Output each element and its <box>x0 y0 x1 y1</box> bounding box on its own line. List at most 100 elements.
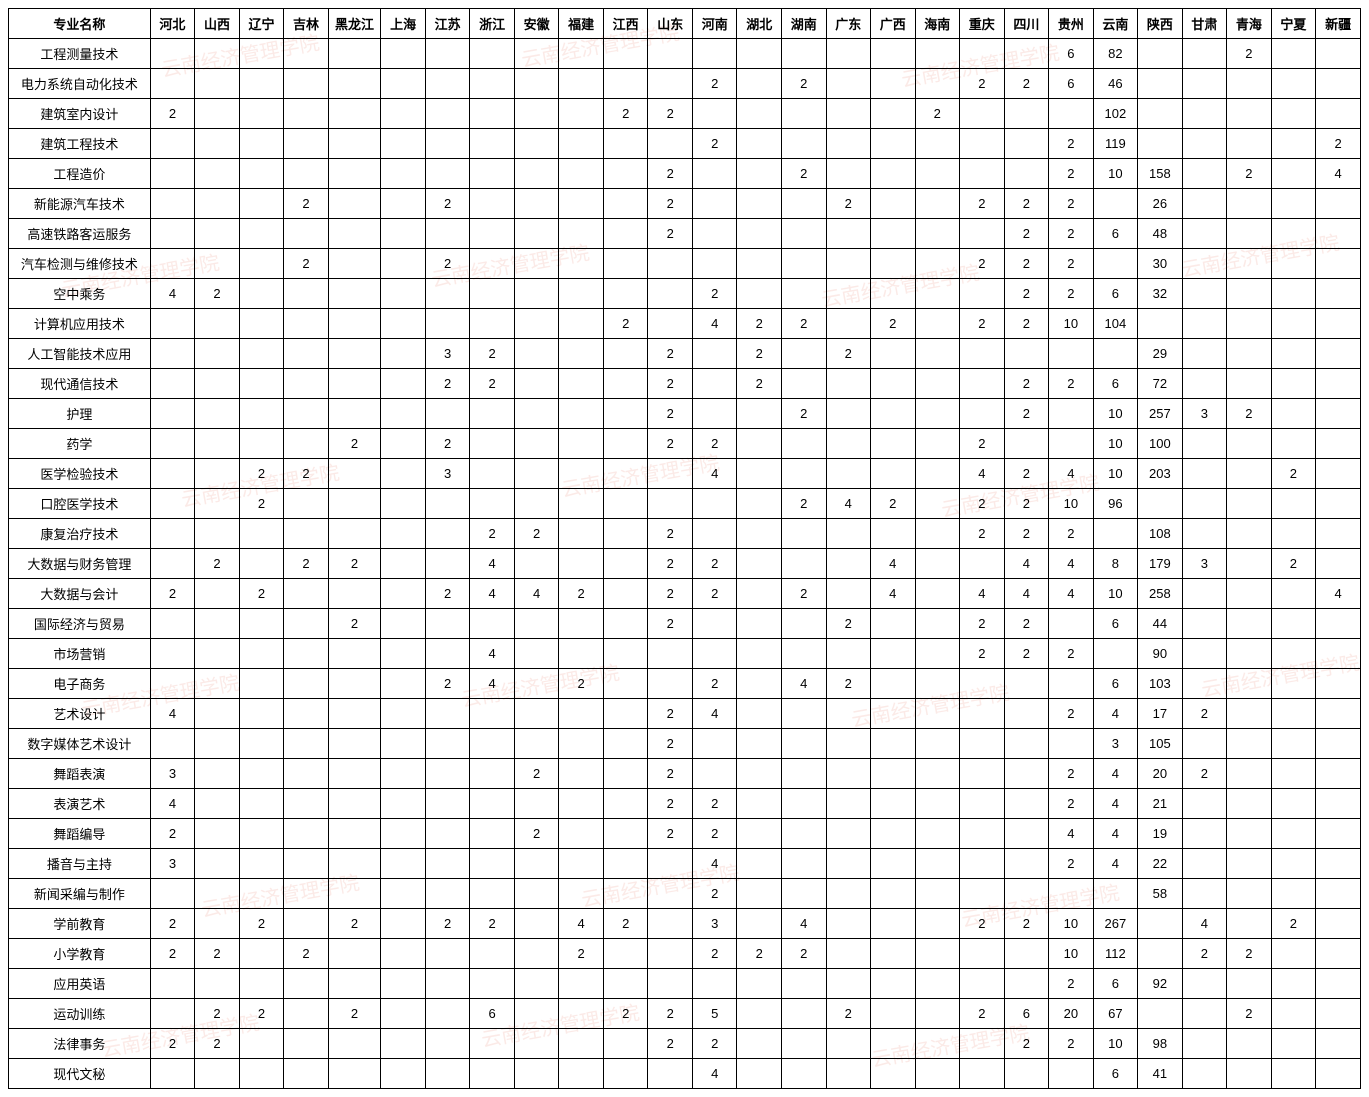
cell-value <box>328 279 381 309</box>
cell-value <box>559 159 604 189</box>
cell-value <box>381 969 426 999</box>
cell-value <box>1004 669 1049 699</box>
cell-value <box>1316 729 1361 759</box>
cell-value <box>1271 819 1316 849</box>
cell-value <box>514 1029 559 1059</box>
cell-value <box>1271 969 1316 999</box>
cell-value: 2 <box>425 189 470 219</box>
cell-value: 4 <box>826 489 871 519</box>
cell-value: 2 <box>239 999 284 1029</box>
cell-value <box>1271 69 1316 99</box>
cell-value <box>1004 729 1049 759</box>
cell-value <box>915 759 960 789</box>
cell-value <box>328 639 381 669</box>
cell-value: 10 <box>1093 399 1138 429</box>
cell-value: 203 <box>1138 459 1183 489</box>
cell-value <box>284 279 329 309</box>
cell-value <box>150 729 195 759</box>
cell-value <box>1316 639 1361 669</box>
cell-value: 2 <box>1004 609 1049 639</box>
cell-value <box>381 759 426 789</box>
cell-value: 2 <box>781 69 826 99</box>
cell-value: 2 <box>648 999 693 1029</box>
cell-value <box>915 279 960 309</box>
cell-value: 2 <box>960 999 1005 1029</box>
cell-value: 2 <box>1004 69 1049 99</box>
cell-value <box>1182 879 1227 909</box>
cell-value <box>195 969 240 999</box>
cell-value <box>1227 849 1272 879</box>
cell-value <box>284 339 329 369</box>
cell-value <box>425 399 470 429</box>
cell-value: 96 <box>1093 489 1138 519</box>
cell-value <box>1271 399 1316 429</box>
cell-value <box>559 99 604 129</box>
cell-value <box>1227 819 1272 849</box>
cell-value: 2 <box>1049 639 1094 669</box>
cell-value <box>284 159 329 189</box>
cell-value <box>960 39 1005 69</box>
cell-value <box>692 759 737 789</box>
cell-value: 2 <box>1049 249 1094 279</box>
table-row: 空中乘务42222632 <box>9 279 1361 309</box>
cell-value <box>195 69 240 99</box>
cell-value <box>328 699 381 729</box>
cell-value <box>960 699 1005 729</box>
cell-value: 2 <box>603 99 648 129</box>
cell-value <box>692 489 737 519</box>
cell-value <box>1316 249 1361 279</box>
cell-value <box>514 279 559 309</box>
cell-major-name: 舞蹈表演 <box>9 759 151 789</box>
cell-value <box>603 369 648 399</box>
cell-value: 10 <box>1093 429 1138 459</box>
cell-value: 2 <box>692 1029 737 1059</box>
cell-value: 4 <box>1004 549 1049 579</box>
cell-value <box>1182 579 1227 609</box>
cell-value: 2 <box>826 189 871 219</box>
cell-value <box>559 879 604 909</box>
enrollment-plan-table: 专业名称河北山西辽宁吉林黑龙江上海江苏浙江安徽福建江西山东河南湖北湖南广东广西海… <box>8 8 1361 1089</box>
cell-value <box>960 369 1005 399</box>
cell-value <box>284 579 329 609</box>
cell-value <box>915 789 960 819</box>
cell-value <box>871 339 916 369</box>
cell-value: 6 <box>1093 609 1138 639</box>
col-header-province: 陕西 <box>1138 9 1183 39</box>
cell-value <box>284 669 329 699</box>
cell-value <box>826 159 871 189</box>
cell-value <box>239 759 284 789</box>
cell-value <box>692 159 737 189</box>
cell-value <box>470 729 515 759</box>
cell-value <box>737 789 782 819</box>
cell-value <box>603 1059 648 1089</box>
cell-value: 2 <box>1227 399 1272 429</box>
cell-value <box>692 249 737 279</box>
cell-value <box>470 279 515 309</box>
cell-value <box>871 699 916 729</box>
cell-value <box>1182 729 1227 759</box>
cell-value <box>239 249 284 279</box>
cell-value <box>960 759 1005 789</box>
cell-value <box>603 789 648 819</box>
cell-value <box>514 159 559 189</box>
cell-value <box>381 579 426 609</box>
cell-value: 2 <box>1227 39 1272 69</box>
cell-value: 4 <box>150 789 195 819</box>
cell-value <box>239 189 284 219</box>
cell-value: 2 <box>960 909 1005 939</box>
cell-value <box>1316 369 1361 399</box>
cell-value: 4 <box>514 579 559 609</box>
cell-value <box>284 999 329 1029</box>
cell-value <box>603 129 648 159</box>
cell-value <box>328 1059 381 1089</box>
cell-value: 2 <box>239 489 284 519</box>
cell-value <box>381 429 426 459</box>
cell-value <box>826 879 871 909</box>
cell-value <box>284 1059 329 1089</box>
table-row: 医学检验技术2234424102032 <box>9 459 1361 489</box>
cell-value <box>871 759 916 789</box>
col-header-province: 上海 <box>381 9 426 39</box>
cell-value <box>470 99 515 129</box>
cell-value: 258 <box>1138 579 1183 609</box>
cell-value: 2 <box>1227 939 1272 969</box>
